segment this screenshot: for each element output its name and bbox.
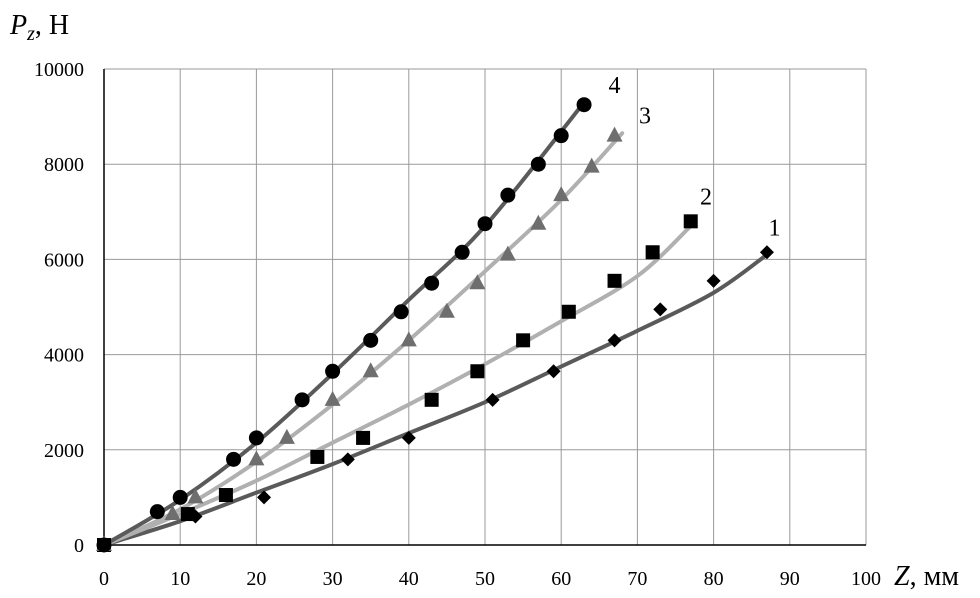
data-point-series-4 (477, 216, 493, 232)
data-point-series-4 (424, 275, 440, 291)
data-point-series-3 (248, 450, 265, 466)
data-point-series-2 (470, 364, 485, 379)
y-tick-label: 10000 (34, 59, 84, 81)
data-point-series-4 (294, 392, 310, 408)
data-point-series-2 (683, 214, 698, 229)
data-point-series-1 (340, 452, 355, 467)
data-point-series-4 (325, 363, 341, 379)
data-point-series-2 (645, 245, 660, 260)
data-point-series-4 (363, 332, 379, 348)
data-point-series-3 (324, 390, 341, 406)
series-label-2: 2 (700, 185, 712, 211)
data-point-series-4 (248, 430, 264, 446)
data-point-series-1 (653, 302, 668, 317)
series-labels: 1 2 34 (609, 73, 781, 242)
series-label-3: 3 (639, 104, 651, 130)
y-axis-symbol: P (9, 10, 27, 41)
fit-line-series-1 (102, 252, 769, 547)
series-label-1: 1 (769, 216, 781, 242)
x-tick-label: 70 (627, 568, 647, 590)
data-point-series-1 (546, 364, 561, 379)
data-point-series-3 (499, 245, 516, 261)
data-point-series-2 (310, 449, 325, 464)
data-point-series-1 (485, 392, 500, 407)
data-point-series-3 (438, 302, 455, 318)
series-label-4: 4 (609, 73, 621, 99)
data-markers (96, 97, 774, 553)
data-point-series-3 (278, 428, 295, 444)
data-point-series-4 (96, 537, 112, 553)
data-point-series-1 (607, 333, 622, 348)
data-point-series-4 (530, 156, 546, 172)
data-point-series-2 (180, 507, 195, 522)
fit-line-series-3 (102, 131, 625, 547)
data-point-series-3 (164, 505, 181, 521)
x-tick-label: 60 (551, 568, 571, 590)
x-tick-label: 0 (99, 568, 109, 590)
data-point-series-4 (576, 97, 592, 113)
y-tick-label: 8000 (44, 154, 84, 176)
x-tick-label: 40 (399, 568, 419, 590)
x-axis-title: Z, мм (894, 561, 959, 592)
fit-lines (102, 100, 769, 547)
data-point-series-1 (706, 273, 721, 288)
data-point-series-3 (187, 488, 204, 504)
data-point-series-2 (516, 333, 531, 348)
x-tick-label: 100 (851, 568, 881, 590)
data-point-series-3 (400, 331, 417, 347)
y-tick-label: 2000 (44, 440, 84, 462)
data-point-series-4 (500, 187, 516, 203)
x-tick-label: 20 (246, 568, 266, 590)
data-point-series-3 (606, 126, 623, 142)
x-tick-label: 50 (475, 568, 495, 590)
data-point-series-2 (218, 488, 233, 503)
x-tick-label: 90 (780, 568, 800, 590)
data-point-series-4 (226, 451, 242, 467)
x-axis-symbol: Z (894, 561, 910, 592)
x-axis-unit: , мм (910, 561, 960, 592)
data-point-series-3 (530, 214, 547, 230)
data-point-series-3 (583, 157, 600, 173)
data-point-series-3 (553, 186, 570, 202)
y-tick-label: 6000 (44, 249, 84, 271)
data-point-series-3 (469, 274, 486, 290)
data-point-series-2 (356, 430, 371, 445)
data-point-series-3 (362, 362, 379, 378)
data-point-series-1 (401, 430, 416, 445)
x-tick-label: 30 (323, 568, 343, 590)
y-axis-subscript: z (26, 23, 35, 45)
data-point-series-4 (149, 504, 165, 520)
data-point-series-4 (553, 128, 569, 144)
y-axis-title: Pz, Н (9, 10, 69, 45)
tick-labels: 0 10 20 30 40 50 60 70 80 90 100 0 2000 4000 6000 8000 1… (34, 59, 881, 590)
data-point-series-1 (257, 490, 272, 505)
data-point-series-1 (759, 245, 774, 260)
fit-line-series-2 (102, 224, 693, 547)
x-tick-label: 80 (704, 568, 724, 590)
y-tick-label: 0 (74, 535, 84, 557)
data-point-series-4 (393, 304, 409, 320)
y-axis-unit: , Н (35, 10, 69, 41)
data-point-series-4 (172, 489, 188, 505)
data-point-series-2 (607, 273, 622, 288)
data-point-series-2 (424, 392, 439, 407)
data-point-series-4 (454, 244, 470, 260)
data-point-series-2 (561, 304, 576, 319)
y-tick-label: 4000 (44, 345, 84, 367)
x-tick-label: 10 (170, 568, 190, 590)
grid (103, 68, 867, 546)
